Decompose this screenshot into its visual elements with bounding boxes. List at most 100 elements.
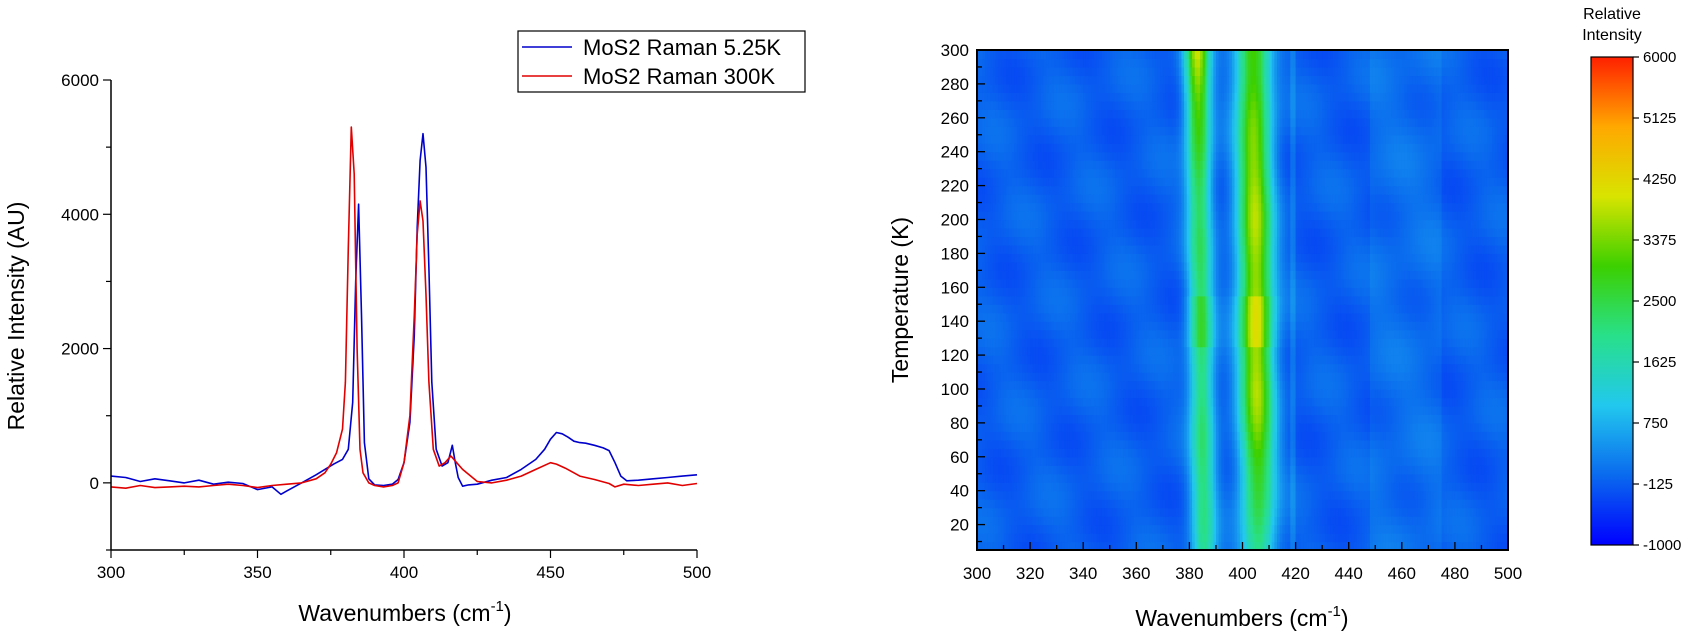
heatmap-cell <box>1123 473 1127 483</box>
heatmap-cell <box>1396 355 1400 365</box>
heatmap-cell <box>1266 380 1270 390</box>
heatmap-cell <box>1064 372 1068 382</box>
heatmap-cell <box>1505 422 1508 432</box>
heatmap-cell <box>1011 422 1015 432</box>
heatmap-cell <box>1186 422 1190 432</box>
heatmap-cell <box>1197 372 1201 382</box>
heatmap-cell <box>1489 448 1493 458</box>
heatmap-cell <box>1000 507 1005 517</box>
heatmap-cell <box>1101 355 1106 365</box>
heatmap-cell <box>1014 533 1018 543</box>
heatmap-cell <box>1489 346 1493 356</box>
heatmap-cell <box>1359 388 1363 399</box>
heatmap-cell <box>1271 439 1275 449</box>
heatmap-cell <box>1441 380 1445 390</box>
heatmap-cell <box>990 448 994 458</box>
heatmap-cell <box>1300 482 1305 492</box>
heatmap-cell <box>1247 465 1252 475</box>
heatmap-cell <box>1096 541 1100 550</box>
heatmap-cell <box>1470 533 1475 543</box>
heatmap-cell <box>1277 524 1281 534</box>
heatmap-cell <box>1128 516 1132 526</box>
heatmap-cell <box>1263 397 1267 407</box>
heatmap-cell <box>1221 448 1225 458</box>
heatmap-cell <box>1438 524 1443 534</box>
heatmap-cell <box>1194 372 1198 382</box>
heatmap-cell <box>1038 524 1042 534</box>
heatmap-cell <box>1348 380 1352 390</box>
heatmap-cell <box>1032 465 1037 475</box>
heatmap-cell <box>1377 346 1382 356</box>
heatmap-cell <box>1468 397 1472 407</box>
heatmap-cell <box>1202 533 1206 543</box>
heatmap-cell <box>987 541 991 550</box>
heatmap-cell <box>1492 516 1496 526</box>
heatmap-cell <box>1391 372 1395 382</box>
heatmap-cell <box>1319 465 1323 475</box>
heatmap-cell <box>1338 490 1342 500</box>
heatmap-cell <box>1040 465 1044 475</box>
heatmap-cell <box>1006 524 1010 534</box>
heatmap-cell <box>1077 456 1082 466</box>
heatmap-cell <box>1327 338 1331 348</box>
heatmap-cell <box>1046 363 1050 373</box>
heatmap-cell <box>1295 465 1299 475</box>
heatmap-cell <box>982 372 986 382</box>
heatmap-cell <box>1149 541 1153 550</box>
heatmap-cell <box>1091 490 1095 500</box>
heatmap-cell <box>1486 499 1491 509</box>
heatmap-cell <box>1056 490 1060 500</box>
heatmap-cell <box>1064 422 1068 432</box>
heatmap-cell <box>992 338 997 348</box>
heatmap-cell <box>1308 380 1313 390</box>
heatmap-cell <box>1385 372 1390 382</box>
heatmap-cell <box>1112 507 1116 517</box>
heatmap-cell <box>1375 338 1379 348</box>
heatmap-cell <box>1409 422 1414 432</box>
heatmap-cell <box>1077 422 1082 432</box>
heatmap-cell <box>1322 431 1326 441</box>
heatmap-cell <box>1332 380 1337 390</box>
heatmap-cell <box>1298 338 1302 348</box>
heatmap-cell <box>1303 363 1307 373</box>
heatmap-cell <box>1335 541 1339 550</box>
heatmap-cell <box>1346 363 1350 373</box>
heatmap-cell <box>1194 338 1198 348</box>
heatmap-cell <box>1170 482 1175 492</box>
heatmap-cell <box>1415 516 1419 526</box>
heatmap-cell <box>1340 338 1344 348</box>
heatmap-cell <box>1096 414 1100 424</box>
heatmap-cell <box>1364 372 1368 382</box>
heatmap-cell <box>1022 473 1026 483</box>
heatmap-cell <box>1263 524 1267 534</box>
heatmap-cell <box>1502 372 1506 382</box>
heatmap-cell <box>1409 499 1414 509</box>
heatmap-cell <box>1423 346 1427 356</box>
heatmap-cell <box>1369 397 1374 407</box>
heatmap-cell <box>1016 380 1021 390</box>
heatmap-cell <box>1494 533 1498 543</box>
heatmap-cell <box>1218 372 1222 382</box>
heatmap-cell <box>1099 499 1103 509</box>
heatmap-cell <box>1128 346 1132 356</box>
heatmap-cell <box>1112 397 1116 407</box>
heatmap-cell <box>1314 346 1318 356</box>
heatmap-cell <box>1492 473 1496 483</box>
heatmap-cell <box>1269 465 1273 475</box>
heatmap-cell <box>984 541 989 550</box>
heatmap-cell <box>1173 372 1177 382</box>
heatmap-cell <box>1027 473 1031 483</box>
heatmap-cell <box>1162 473 1167 483</box>
heatmap-cell <box>1338 346 1342 356</box>
heatmap-cell <box>979 533 983 543</box>
heatmap-cell <box>1162 482 1167 492</box>
heatmap-cell <box>1505 397 1508 407</box>
heatmap-cell <box>1359 524 1363 534</box>
heatmap-cell <box>1197 448 1201 458</box>
heatmap-cell <box>1011 456 1015 466</box>
heatmap-cell <box>1197 456 1201 466</box>
heatmap-cell <box>1287 363 1291 373</box>
heatmap-cell <box>1077 465 1082 475</box>
heatmap-cell <box>1364 533 1368 543</box>
heatmap-cell <box>1218 507 1222 517</box>
